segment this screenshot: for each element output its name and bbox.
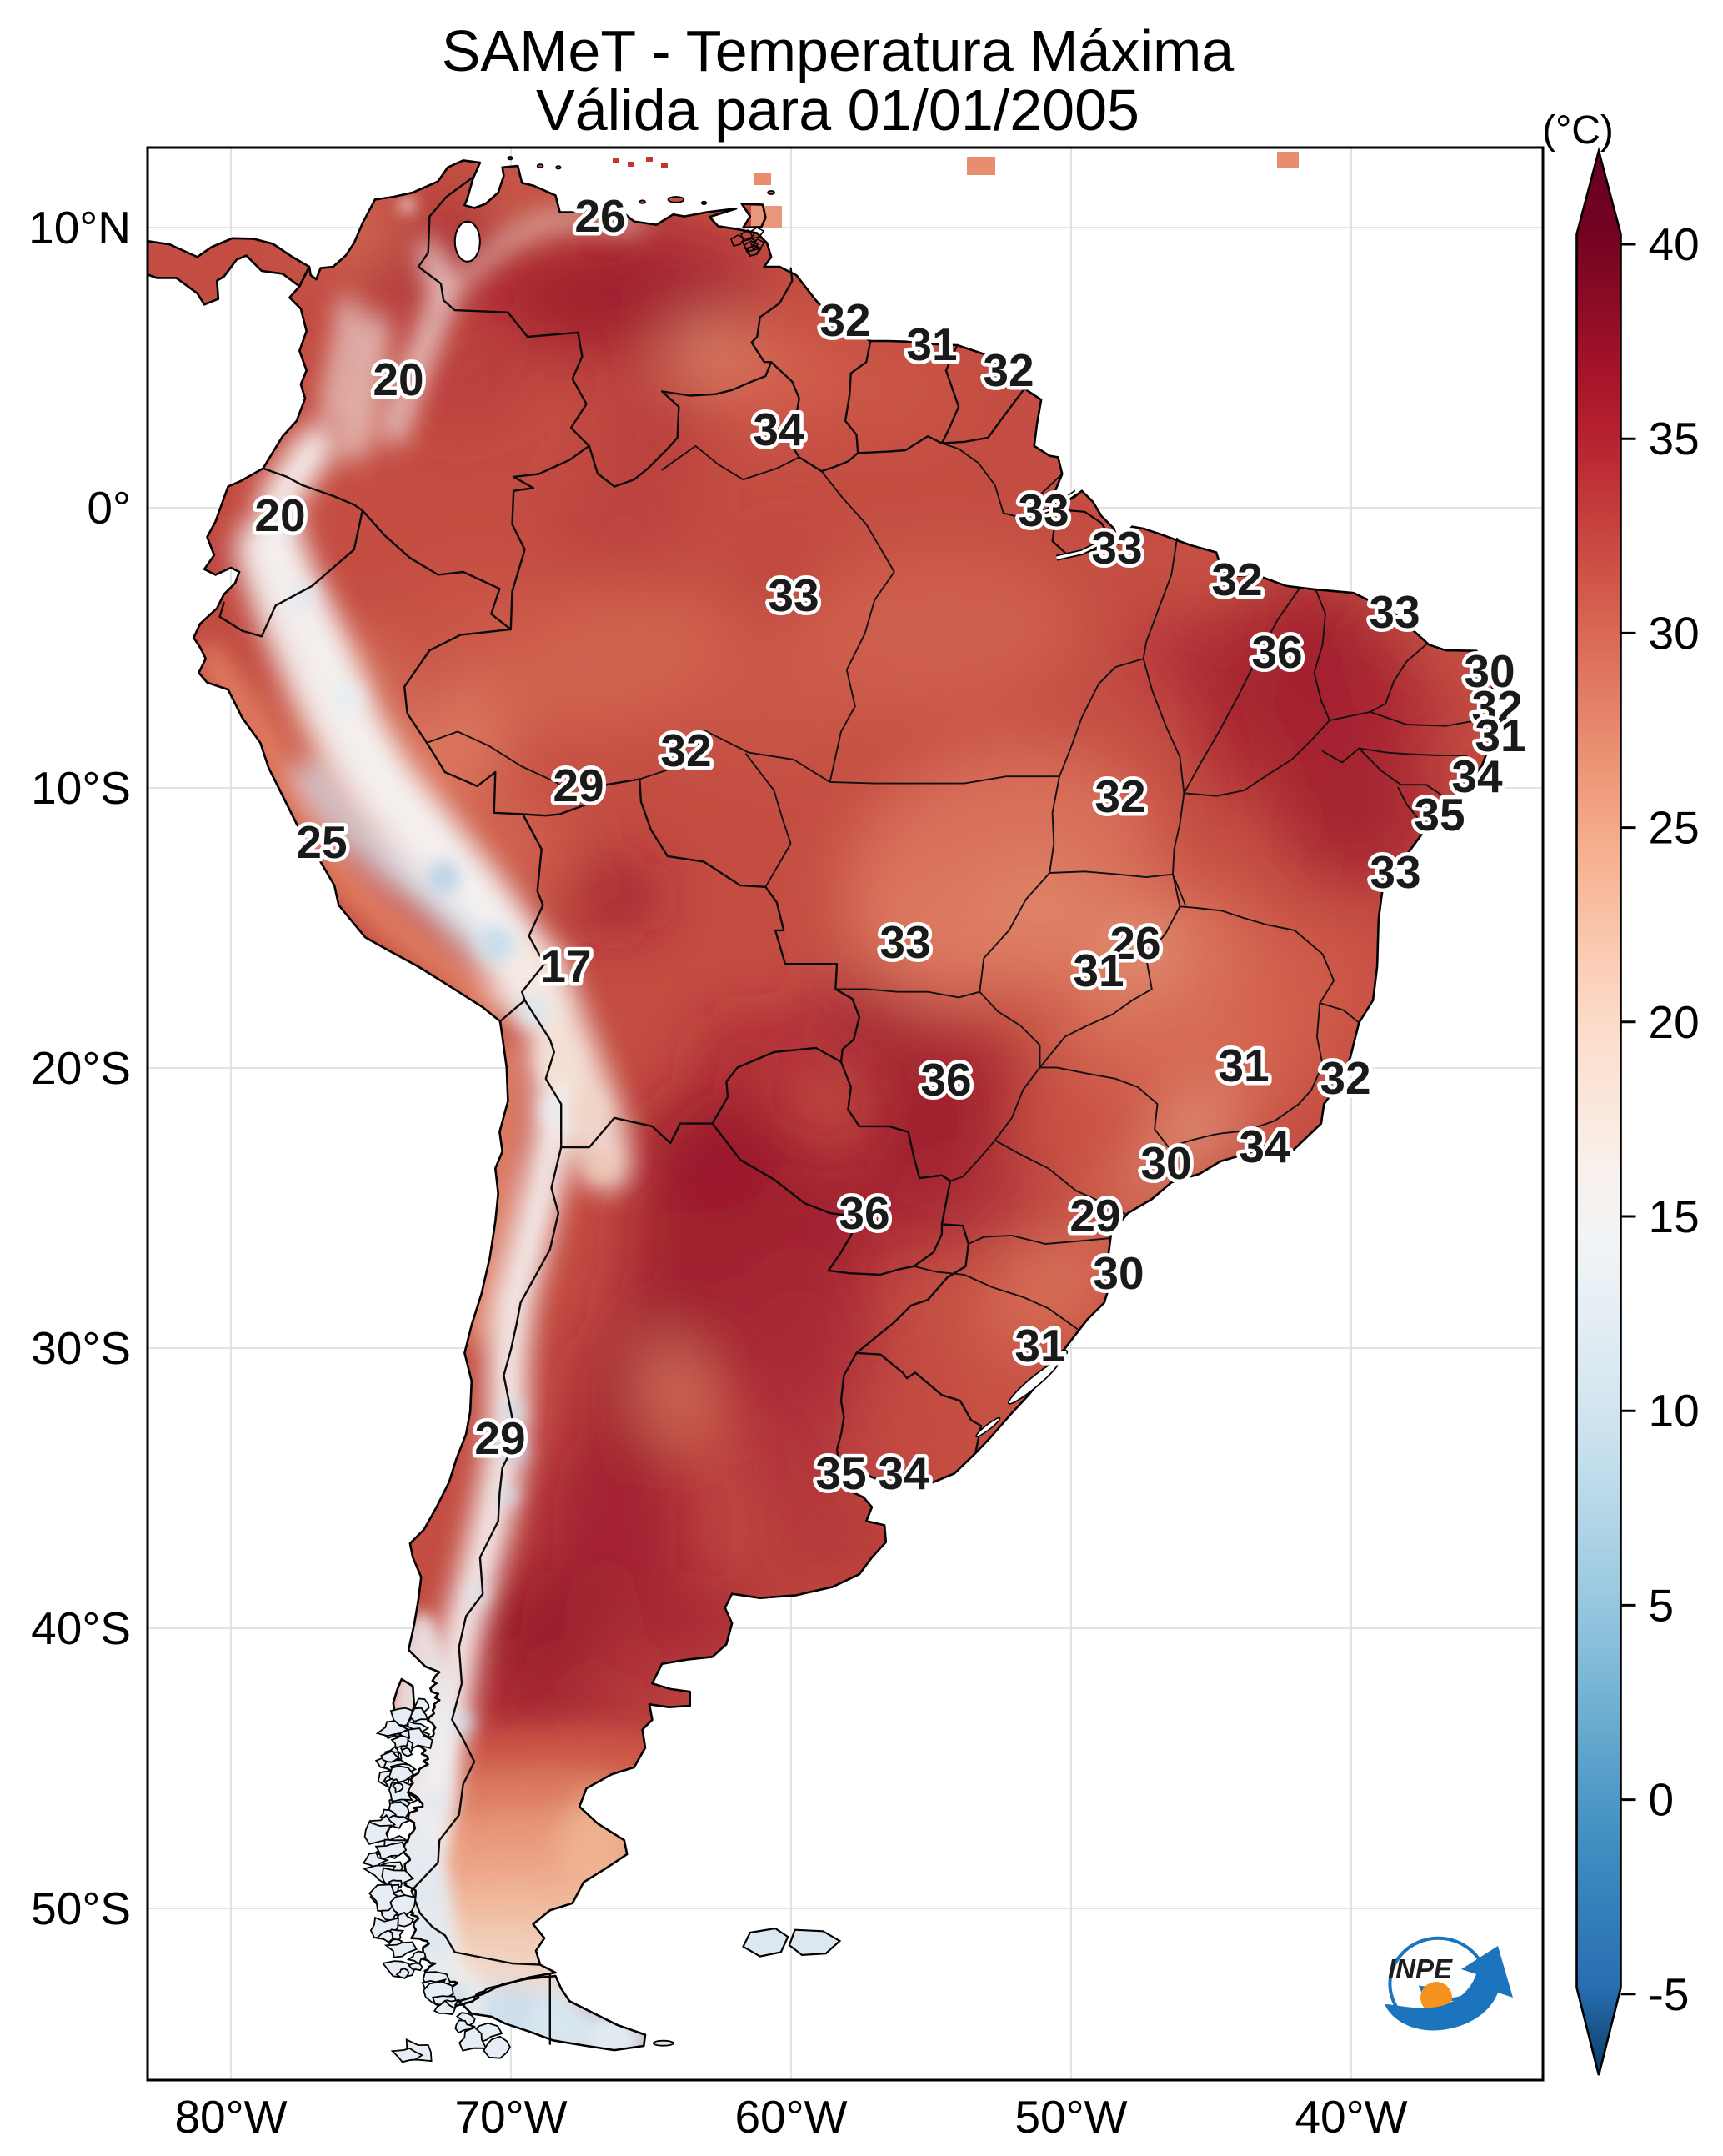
svg-text:25: 25 [1649,802,1700,854]
svg-text:20: 20 [373,353,423,405]
svg-text:30: 30 [1140,1137,1191,1189]
svg-text:34: 34 [753,404,804,455]
svg-text:17: 17 [540,940,591,992]
svg-text:29: 29 [553,760,604,811]
svg-text:31: 31 [1073,945,1124,996]
svg-text:20°S: 20°S [31,1042,131,1094]
svg-text:32: 32 [819,294,870,346]
svg-text:31: 31 [1218,1040,1269,1091]
svg-text:35: 35 [815,1447,866,1499]
svg-text:33: 33 [1370,846,1420,898]
svg-text:32: 32 [983,344,1034,396]
svg-text:33: 33 [1091,522,1142,574]
svg-text:25: 25 [296,816,347,868]
svg-text:80°W: 80°W [174,2091,287,2143]
svg-text:40: 40 [1649,218,1700,270]
svg-text:33: 33 [1018,484,1069,536]
svg-text:34: 34 [878,1447,929,1499]
svg-text:33: 33 [879,916,930,968]
svg-text:36: 36 [920,1054,971,1106]
svg-text:35: 35 [1414,789,1465,840]
svg-text:34: 34 [1451,750,1503,802]
svg-text:(°C): (°C) [1542,108,1614,153]
svg-text:29: 29 [1069,1190,1120,1241]
svg-text:32: 32 [1211,554,1262,605]
svg-text:40°S: 40°S [31,1602,131,1654]
svg-text:0°: 0° [87,482,131,534]
svg-text:5: 5 [1649,1579,1675,1631]
svg-text:20: 20 [254,489,305,541]
svg-text:33: 33 [1369,586,1420,638]
svg-text:31: 31 [1475,709,1525,761]
svg-text:33: 33 [768,569,819,621]
svg-text:Válida para 01/01/2005: Válida para 01/01/2005 [536,78,1139,143]
svg-text:26: 26 [574,190,625,242]
svg-text:-5: -5 [1649,1968,1690,2020]
svg-text:36: 36 [839,1187,889,1239]
svg-text:50°W: 50°W [1014,2091,1127,2143]
svg-text:32: 32 [1471,681,1522,733]
svg-text:30°S: 30°S [31,1322,131,1374]
svg-text:31: 31 [1014,1320,1065,1371]
svg-text:34: 34 [1239,1121,1290,1172]
svg-text:32: 32 [1320,1052,1370,1104]
svg-text:32: 32 [660,725,711,776]
svg-text:SAMeT - Temperatura Máxima: SAMeT - Temperatura Máxima [442,18,1235,83]
svg-text:15: 15 [1649,1191,1700,1242]
svg-text:20: 20 [1649,996,1700,1048]
svg-text:36: 36 [1251,626,1302,678]
svg-text:30: 30 [1093,1247,1144,1299]
svg-text:70°W: 70°W [454,2091,567,2143]
svg-text:31: 31 [906,318,957,370]
svg-text:50°S: 50°S [31,1883,131,1934]
svg-text:60°W: 60°W [734,2091,847,2143]
svg-text:40°W: 40°W [1295,2091,1407,2143]
svg-text:26: 26 [1109,917,1160,969]
svg-text:10°S: 10°S [31,762,131,814]
svg-text:INPE: INPE [1388,1953,1453,1984]
svg-text:30: 30 [1649,607,1700,659]
svg-text:0: 0 [1649,1774,1675,1826]
svg-text:29: 29 [474,1412,525,1464]
svg-text:10°N: 10°N [28,202,131,253]
svg-text:10: 10 [1649,1385,1700,1436]
svg-text:32: 32 [1094,770,1145,822]
svg-text:35: 35 [1649,413,1700,464]
svg-text:30: 30 [1464,645,1515,697]
